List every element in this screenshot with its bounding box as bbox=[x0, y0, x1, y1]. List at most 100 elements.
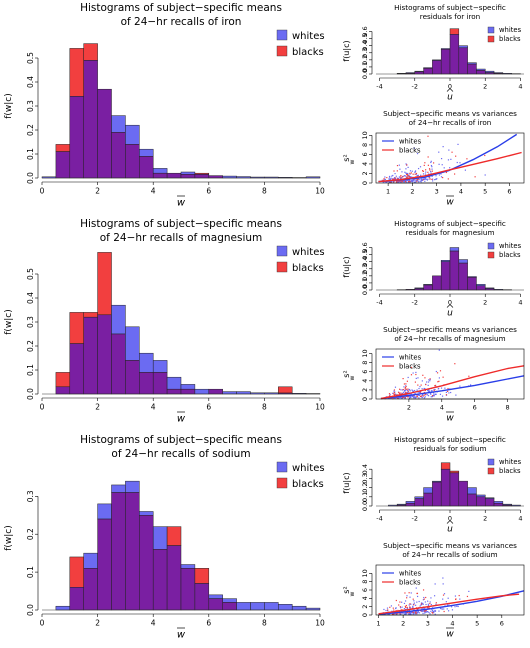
point bbox=[456, 605, 458, 607]
bar-whites bbox=[111, 304, 126, 335]
point bbox=[424, 611, 426, 613]
point bbox=[418, 181, 420, 183]
point bbox=[431, 395, 433, 398]
point bbox=[408, 604, 410, 606]
point bbox=[459, 598, 461, 600]
y-tick-label: 0.4 bbox=[26, 292, 35, 304]
point bbox=[407, 376, 409, 379]
chart-magnesium-means: Histograms of subject−specific means of 2… bbox=[4, 218, 325, 425]
point bbox=[407, 174, 409, 176]
bar-overlap bbox=[458, 47, 468, 75]
point bbox=[425, 609, 427, 611]
point bbox=[422, 610, 424, 612]
y-tick-label: 0.3 bbox=[26, 316, 35, 328]
point bbox=[399, 396, 401, 399]
x-tick-label: 2 bbox=[95, 403, 100, 412]
bar-overlap bbox=[152, 549, 168, 611]
point bbox=[420, 391, 422, 393]
y-tick-label: 0.2 bbox=[26, 528, 35, 540]
point bbox=[427, 391, 430, 393]
x-axis-label: w bbox=[446, 630, 454, 640]
y-tick-label: 0.6 bbox=[361, 242, 369, 252]
x-tick-label: 0 bbox=[40, 619, 45, 628]
point bbox=[410, 613, 412, 615]
bar-blacks bbox=[69, 556, 84, 588]
point bbox=[415, 181, 417, 183]
point bbox=[424, 173, 426, 175]
point bbox=[383, 179, 385, 181]
point bbox=[474, 176, 476, 178]
point bbox=[388, 613, 391, 615]
trend-line-blacks bbox=[380, 365, 525, 400]
legend-label-whites: whites bbox=[292, 247, 325, 258]
point bbox=[433, 611, 435, 614]
point bbox=[427, 381, 430, 383]
point bbox=[413, 602, 415, 604]
point bbox=[432, 178, 434, 180]
bar-overlap bbox=[432, 275, 442, 291]
point bbox=[428, 173, 430, 175]
point bbox=[395, 613, 397, 616]
bar-blacks bbox=[69, 312, 84, 344]
y-tick-label: 0.4 bbox=[361, 41, 369, 51]
point bbox=[425, 178, 427, 180]
point bbox=[393, 609, 395, 611]
point bbox=[406, 606, 408, 609]
point bbox=[404, 397, 406, 399]
point bbox=[484, 154, 486, 157]
point bbox=[431, 170, 433, 172]
point bbox=[402, 391, 405, 393]
point bbox=[415, 179, 417, 182]
y-tick-label: 8 bbox=[361, 143, 369, 147]
point bbox=[422, 599, 425, 601]
point bbox=[394, 386, 397, 388]
bar-overlap bbox=[83, 60, 98, 179]
legend-swatch-whites bbox=[487, 242, 495, 250]
x-tick-label: -4 bbox=[376, 299, 382, 307]
point bbox=[440, 176, 443, 178]
bar-whites bbox=[111, 484, 126, 493]
point bbox=[401, 601, 403, 603]
point bbox=[404, 179, 406, 182]
legend-label-whites: whites bbox=[292, 463, 325, 474]
point bbox=[435, 178, 437, 180]
bar-overlap bbox=[139, 515, 154, 611]
x-tick-label: 4 bbox=[151, 403, 156, 412]
point bbox=[427, 135, 429, 137]
point bbox=[410, 366, 413, 369]
y-axis-label-subscript: w bbox=[349, 159, 356, 164]
x-tick-label: 5 bbox=[475, 620, 479, 628]
bar-whites bbox=[458, 45, 468, 49]
point bbox=[415, 612, 417, 614]
point bbox=[414, 392, 416, 395]
point bbox=[445, 171, 448, 174]
point bbox=[406, 611, 408, 614]
point bbox=[406, 173, 409, 176]
point bbox=[441, 608, 443, 610]
y-tick-label: 0.2 bbox=[26, 340, 35, 352]
point bbox=[420, 396, 422, 398]
point bbox=[470, 384, 472, 386]
point bbox=[392, 392, 394, 394]
point bbox=[440, 173, 442, 175]
point bbox=[443, 608, 445, 610]
point bbox=[430, 390, 432, 392]
point bbox=[401, 177, 403, 179]
bar-overlap bbox=[432, 60, 442, 75]
point bbox=[420, 602, 423, 604]
x-axis-label: w bbox=[177, 630, 186, 641]
point bbox=[400, 609, 402, 611]
point bbox=[430, 610, 432, 612]
bar-whites bbox=[139, 352, 154, 373]
point bbox=[442, 376, 444, 378]
point bbox=[401, 171, 403, 173]
point bbox=[413, 147, 415, 149]
point bbox=[447, 610, 450, 612]
point bbox=[409, 389, 411, 391]
x-tick-label: 8 bbox=[262, 619, 267, 628]
legend-label-whites: whites bbox=[399, 138, 422, 146]
point bbox=[397, 180, 399, 182]
x-tick-label: 8 bbox=[505, 404, 509, 412]
legend: whites blacks bbox=[276, 29, 325, 58]
point bbox=[406, 176, 408, 178]
